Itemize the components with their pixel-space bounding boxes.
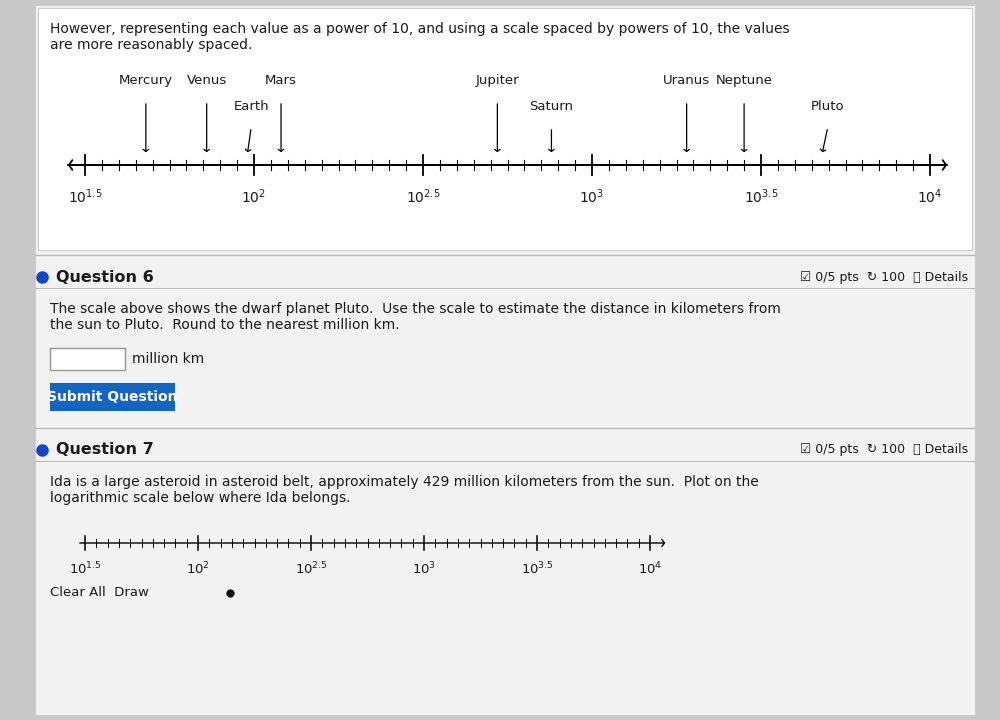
Text: $10^{4}$: $10^{4}$: [638, 561, 662, 577]
Text: The scale above shows the dwarf planet Pluto.  Use the scale to estimate the dis: The scale above shows the dwarf planet P…: [50, 302, 781, 316]
Text: ☑ 0/5 pts  ↻ 100  ⓘ Details: ☑ 0/5 pts ↻ 100 ⓘ Details: [800, 271, 968, 284]
Text: Saturn: Saturn: [529, 100, 573, 113]
Text: Earth: Earth: [233, 100, 269, 113]
Bar: [50, 348, 125, 370]
Text: the sun to Pluto.  Round to the nearest million km.: the sun to Pluto. Round to the nearest m…: [50, 318, 400, 332]
Bar: [50, 383, 175, 411]
Text: $10^{3}$: $10^{3}$: [412, 561, 436, 577]
Text: Submit Question: Submit Question: [47, 390, 178, 404]
Text: $10^{4}$: $10^{4}$: [917, 187, 943, 206]
Text: are more reasonably spaced.: are more reasonably spaced.: [50, 38, 252, 52]
Bar: [38, 8, 972, 250]
Text: $10^{3}$: $10^{3}$: [579, 187, 605, 206]
Text: $10^{2.5}$: $10^{2.5}$: [295, 561, 327, 577]
Text: $10^{2.5}$: $10^{2.5}$: [406, 187, 440, 206]
Text: $10^{2}$: $10^{2}$: [186, 561, 210, 577]
Text: million km: million km: [132, 352, 204, 366]
Text: Question 6: Question 6: [56, 269, 154, 284]
Text: $10^{1.5}$: $10^{1.5}$: [69, 561, 101, 577]
Text: $10^{3.5}$: $10^{3.5}$: [744, 187, 778, 206]
Text: $10^{2}$: $10^{2}$: [241, 187, 267, 206]
Text: Mars: Mars: [265, 74, 297, 87]
Text: Question 7: Question 7: [56, 443, 154, 457]
Text: Neptune: Neptune: [716, 74, 773, 87]
Text: logarithmic scale below where Ida belongs.: logarithmic scale below where Ida belong…: [50, 491, 351, 505]
Text: Jupiter: Jupiter: [476, 74, 519, 87]
Text: Pluto: Pluto: [811, 100, 845, 113]
Text: ☑ 0/5 pts  ↻ 100  ⓘ Details: ☑ 0/5 pts ↻ 100 ⓘ Details: [800, 444, 968, 456]
Text: Clear All  Draw: Clear All Draw: [50, 587, 149, 600]
Bar: [60, 65, 955, 235]
Text: Mercury: Mercury: [119, 74, 173, 87]
Text: $10^{3.5}$: $10^{3.5}$: [521, 561, 553, 577]
Text: However, representing each value as a power of 10, and using a scale spaced by p: However, representing each value as a po…: [50, 22, 790, 36]
Text: Uranus: Uranus: [663, 74, 710, 87]
Text: Venus: Venus: [187, 74, 227, 87]
Text: Ida is a large asteroid in asteroid belt, approximately 429 million kilometers f: Ida is a large asteroid in asteroid belt…: [50, 475, 759, 489]
Text: $10^{1.5}$: $10^{1.5}$: [68, 187, 102, 206]
